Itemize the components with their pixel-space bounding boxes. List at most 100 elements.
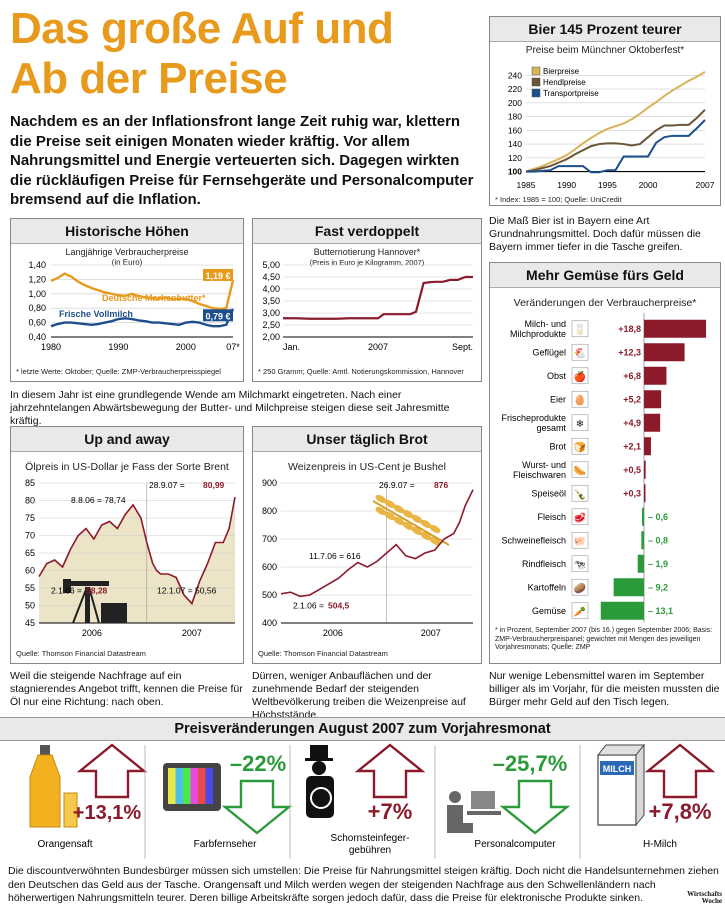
oil-pump-part xyxy=(67,581,109,586)
brot-line xyxy=(280,489,474,598)
verd-ytick: 3,00 xyxy=(262,308,280,318)
meat-icon xyxy=(571,508,589,526)
chicken-icon xyxy=(571,343,589,361)
desk-icon xyxy=(467,811,501,815)
footer-text: Die discountverwöhnten Bundesbürger müss… xyxy=(8,865,719,904)
milk-carton-label xyxy=(600,761,634,775)
sausage-icon-glyph: 🌭 xyxy=(574,465,586,477)
wheat-grain xyxy=(393,504,405,514)
strip-item-label: Orangensaft xyxy=(37,839,92,850)
computer-user-icon xyxy=(447,805,473,833)
verd-ytick: 2,00 xyxy=(262,332,280,342)
wheat-grain xyxy=(384,499,396,509)
monitor-icon xyxy=(471,791,495,809)
oil-title: Up and away xyxy=(11,427,243,452)
oil-ytick: 65 xyxy=(25,548,35,558)
bier-legend-label: Bierpreise xyxy=(543,67,580,76)
gemuese-category-label: Obst xyxy=(547,371,567,381)
brot-ytick: 800 xyxy=(262,506,277,516)
oil-pump-part xyxy=(85,587,90,623)
oil-ytick: 80 xyxy=(25,496,35,506)
verd-panel: Fast verdoppelt Butternotierung Hannover… xyxy=(252,218,482,382)
wirtschaftswoche-logo: Wirtschafts Woche xyxy=(687,891,722,905)
hist-source: * letzte Werte: Oktober; Quelle: ZMP-Ver… xyxy=(16,367,221,376)
bier-ytick: 220 xyxy=(508,84,522,94)
hist-ytick: 0,40 xyxy=(28,332,46,342)
hist-line-milk xyxy=(50,308,235,328)
hist-line-butter xyxy=(50,272,235,311)
oil-ytick: 75 xyxy=(25,513,35,523)
wheat-grain xyxy=(420,519,432,529)
verd-ytick: 3,50 xyxy=(262,296,280,306)
bier-xtick: 2007 xyxy=(696,180,715,190)
gemuese-category-label: Rindfleisch xyxy=(522,559,566,569)
hist-butter-label: Deutsche Markenbutter* xyxy=(102,293,206,303)
strip-item-label: Farbfernseher xyxy=(194,839,257,850)
gemuese-value-label: +0,5 xyxy=(623,465,641,475)
oil-ytick: 60 xyxy=(25,566,35,576)
egg-icon-glyph: 🥚 xyxy=(574,393,586,406)
brot-xtick: 2007 xyxy=(421,628,441,638)
gemuese-category-label: Frischeprodukte xyxy=(501,413,566,423)
hist-ytick: 1,00 xyxy=(28,289,46,299)
bier-line-hendlpreise xyxy=(525,108,706,173)
strip-item-label: H-Milch xyxy=(643,839,677,850)
gemuese-category-label: Kartoffeln xyxy=(528,582,566,592)
gemuese-value-label: +12,3 xyxy=(618,347,641,357)
gemuese-category-label: Eier xyxy=(550,394,566,404)
oil-annotation-low1-value: 58,28 xyxy=(86,585,108,595)
bier-ytick: 140 xyxy=(508,139,522,149)
pig-icon xyxy=(571,531,589,549)
sweep-head xyxy=(312,761,326,775)
chimney-sweep-icon xyxy=(306,776,334,818)
gemuese-source: * in Prozent, September 2007 (bis 16.) g… xyxy=(495,627,713,651)
tv-colorbar xyxy=(183,768,191,804)
oil-annotation-high: 8.8.06 = 78,74 xyxy=(71,495,126,505)
top-hat-icon xyxy=(310,745,328,759)
wheat-icon xyxy=(372,494,450,546)
strip-item-value: –22% xyxy=(230,751,286,776)
bier-title: Bier 145 Prozent teurer xyxy=(490,17,720,42)
bier-xtick: 2000 xyxy=(639,180,658,190)
gemuese-category-label: Wurst- und xyxy=(522,460,566,470)
hist-ytick: 0,80 xyxy=(28,303,46,313)
gemuese-bar xyxy=(600,601,644,620)
wheat-grain xyxy=(393,516,405,526)
oil-pump-part xyxy=(101,603,127,623)
snowflake-icon xyxy=(571,414,589,432)
bier-line-bierpreise xyxy=(525,71,706,173)
bier-panel: Bier 145 Prozent teurer Preise beim Münc… xyxy=(489,16,721,206)
gemuese-value-label: – 13,1 xyxy=(648,606,673,616)
hist-xtick: 07* xyxy=(226,342,240,352)
hist-xtick: 1990 xyxy=(108,342,128,352)
milk-icon xyxy=(571,320,589,338)
tv-colorbar xyxy=(205,768,213,804)
gemuese-value-label: +2,1 xyxy=(623,441,641,451)
bier-legend-label: Hendlpreise xyxy=(543,78,586,87)
brot-ytick: 900 xyxy=(262,478,277,488)
up-arrow-icon xyxy=(644,743,716,799)
oil-chart: 45 50 55 60 65 70 75 80 85 2006 2007 8.8.06 = 78,74… xyxy=(25,478,236,638)
computer-user-head xyxy=(449,791,461,803)
gemuese-bar xyxy=(644,319,707,338)
meat-icon-glyph: 🥩 xyxy=(574,511,586,524)
apple-icon xyxy=(571,367,589,385)
oil-area xyxy=(39,497,235,623)
middle-caption: In diesem Jahr ist eine grundlegende Wen… xyxy=(10,389,450,427)
up-arrow-icon xyxy=(354,743,426,799)
gemuese-title: Mehr Gemüse fürs Geld xyxy=(490,263,720,288)
brot-chart: 400 500 600 700 800 900 2006 2007 26.9.07 = 876 1… xyxy=(262,478,474,638)
hist-subtitle-unit: (in Euro) xyxy=(111,258,143,267)
wheat-grain xyxy=(384,511,396,521)
oil-caption: Weil die steigende Nachfrage auf ein sta… xyxy=(10,670,243,708)
gemuese-value-label: +0,3 xyxy=(623,488,641,498)
brot-ytick: 600 xyxy=(262,562,277,572)
oil-pump-icon xyxy=(63,579,127,624)
gemuese-bar xyxy=(613,578,644,597)
strip-item-value: +7,8% xyxy=(649,799,712,824)
oil-pump-part xyxy=(88,586,100,624)
bier-caption: Die Maß Bier ist in Bayern eine Art Grun… xyxy=(489,215,701,253)
price-change-strip: Preisveränderungen August 2007 zum Vorja… xyxy=(0,717,725,863)
headline: Das große Auf und Ab der Preise xyxy=(10,4,480,104)
